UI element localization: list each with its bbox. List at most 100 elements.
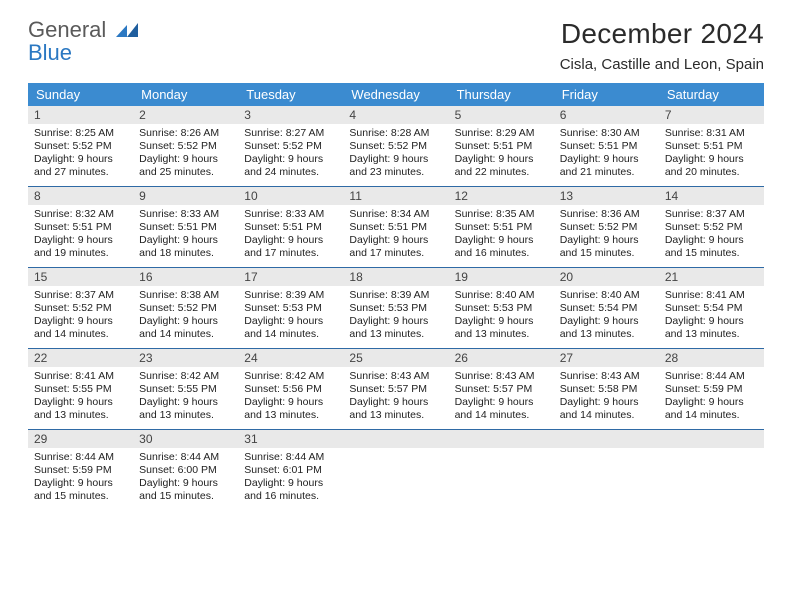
day-day1: Daylight: 9 hours	[349, 396, 442, 409]
day-sunrise: Sunrise: 8:43 AM	[455, 370, 548, 383]
day-sunrise: Sunrise: 8:42 AM	[244, 370, 337, 383]
day-sunset: Sunset: 5:55 PM	[139, 383, 232, 396]
day-number: 3	[238, 106, 343, 124]
day-number: 20	[554, 268, 659, 286]
day-day1: Daylight: 9 hours	[560, 153, 653, 166]
day-sunrise: Sunrise: 8:39 AM	[349, 289, 442, 302]
day-sunrise: Sunrise: 8:37 AM	[665, 208, 758, 221]
day-sunrise: Sunrise: 8:44 AM	[665, 370, 758, 383]
day-body: Sunrise: 8:25 AMSunset: 5:52 PMDaylight:…	[28, 124, 133, 186]
day-sunrise: Sunrise: 8:35 AM	[455, 208, 548, 221]
day-day1: Daylight: 9 hours	[665, 153, 758, 166]
day-sunrise: Sunrise: 8:44 AM	[34, 451, 127, 464]
day-body: Sunrise: 8:42 AMSunset: 5:56 PMDaylight:…	[238, 367, 343, 429]
day-number: 7	[659, 106, 764, 124]
day-day2: and 14 minutes.	[560, 409, 653, 422]
day-sunrise: Sunrise: 8:43 AM	[349, 370, 442, 383]
day-number: 4	[343, 106, 448, 124]
day-number	[343, 430, 448, 448]
day-body: Sunrise: 8:44 AMSunset: 6:00 PMDaylight:…	[133, 448, 238, 510]
day-day1: Daylight: 9 hours	[34, 315, 127, 328]
day-sunset: Sunset: 5:56 PM	[244, 383, 337, 396]
day-day2: and 13 minutes.	[665, 328, 758, 341]
day-sunset: Sunset: 5:51 PM	[455, 140, 548, 153]
day-number: 24	[238, 349, 343, 367]
dow-saturday: Saturday	[659, 83, 764, 106]
day-body: Sunrise: 8:39 AMSunset: 5:53 PMDaylight:…	[238, 286, 343, 348]
day-sunrise: Sunrise: 8:33 AM	[139, 208, 232, 221]
day-number: 15	[28, 268, 133, 286]
day-day1: Daylight: 9 hours	[349, 234, 442, 247]
day-sunrise: Sunrise: 8:29 AM	[455, 127, 548, 140]
day-day2: and 25 minutes.	[139, 166, 232, 179]
calendar-cell: 23Sunrise: 8:42 AMSunset: 5:55 PMDayligh…	[133, 349, 238, 429]
day-body: Sunrise: 8:33 AMSunset: 5:51 PMDaylight:…	[133, 205, 238, 267]
brand-logo: General Blue	[28, 18, 138, 64]
day-body: Sunrise: 8:43 AMSunset: 5:57 PMDaylight:…	[449, 367, 554, 429]
day-number: 18	[343, 268, 448, 286]
day-sunset: Sunset: 5:59 PM	[34, 464, 127, 477]
day-day1: Daylight: 9 hours	[349, 315, 442, 328]
dow-wednesday: Wednesday	[343, 83, 448, 106]
day-body: Sunrise: 8:39 AMSunset: 5:53 PMDaylight:…	[343, 286, 448, 348]
day-sunset: Sunset: 5:51 PM	[665, 140, 758, 153]
day-body: Sunrise: 8:36 AMSunset: 5:52 PMDaylight:…	[554, 205, 659, 267]
day-sunset: Sunset: 5:52 PM	[34, 140, 127, 153]
day-number: 30	[133, 430, 238, 448]
day-sunset: Sunset: 5:55 PM	[34, 383, 127, 396]
day-body: Sunrise: 8:37 AMSunset: 5:52 PMDaylight:…	[659, 205, 764, 267]
dow-thursday: Thursday	[449, 83, 554, 106]
calendar-cell: 26Sunrise: 8:43 AMSunset: 5:57 PMDayligh…	[449, 349, 554, 429]
calendar-cell: 5Sunrise: 8:29 AMSunset: 5:51 PMDaylight…	[449, 106, 554, 186]
day-sunrise: Sunrise: 8:25 AM	[34, 127, 127, 140]
day-body: Sunrise: 8:41 AMSunset: 5:55 PMDaylight:…	[28, 367, 133, 429]
brand-line1: General	[28, 17, 106, 42]
page-subtitle: Cisla, Castille and Leon, Spain	[560, 56, 764, 73]
day-sunrise: Sunrise: 8:42 AM	[139, 370, 232, 383]
day-number: 26	[449, 349, 554, 367]
day-body	[449, 448, 554, 510]
day-number: 17	[238, 268, 343, 286]
day-number: 8	[28, 187, 133, 205]
day-sunset: Sunset: 5:52 PM	[560, 221, 653, 234]
day-day1: Daylight: 9 hours	[244, 477, 337, 490]
day-body: Sunrise: 8:28 AMSunset: 5:52 PMDaylight:…	[343, 124, 448, 186]
day-sunrise: Sunrise: 8:40 AM	[455, 289, 548, 302]
dow-monday: Monday	[133, 83, 238, 106]
day-day1: Daylight: 9 hours	[560, 315, 653, 328]
calendar-cell: 18Sunrise: 8:39 AMSunset: 5:53 PMDayligh…	[343, 268, 448, 348]
day-body: Sunrise: 8:38 AMSunset: 5:52 PMDaylight:…	[133, 286, 238, 348]
day-day1: Daylight: 9 hours	[455, 234, 548, 247]
day-day2: and 23 minutes.	[349, 166, 442, 179]
calendar-cell: 16Sunrise: 8:38 AMSunset: 5:52 PMDayligh…	[133, 268, 238, 348]
day-day2: and 13 minutes.	[34, 409, 127, 422]
day-day2: and 16 minutes.	[244, 490, 337, 503]
calendar-cell: 17Sunrise: 8:39 AMSunset: 5:53 PMDayligh…	[238, 268, 343, 348]
day-day2: and 15 minutes.	[560, 247, 653, 260]
day-sunset: Sunset: 5:57 PM	[455, 383, 548, 396]
day-sunrise: Sunrise: 8:44 AM	[139, 451, 232, 464]
day-body: Sunrise: 8:43 AMSunset: 5:58 PMDaylight:…	[554, 367, 659, 429]
calendar-cell: 13Sunrise: 8:36 AMSunset: 5:52 PMDayligh…	[554, 187, 659, 267]
day-number: 25	[343, 349, 448, 367]
day-body: Sunrise: 8:40 AMSunset: 5:53 PMDaylight:…	[449, 286, 554, 348]
calendar: Sunday Monday Tuesday Wednesday Thursday…	[28, 83, 764, 510]
day-number: 6	[554, 106, 659, 124]
day-body	[554, 448, 659, 510]
calendar-cell	[659, 430, 764, 510]
day-day2: and 13 minutes.	[455, 328, 548, 341]
day-day2: and 13 minutes.	[349, 409, 442, 422]
calendar-week: 29Sunrise: 8:44 AMSunset: 5:59 PMDayligh…	[28, 430, 764, 510]
day-day1: Daylight: 9 hours	[455, 153, 548, 166]
day-day1: Daylight: 9 hours	[139, 234, 232, 247]
day-number: 12	[449, 187, 554, 205]
day-number: 19	[449, 268, 554, 286]
day-day2: and 15 minutes.	[665, 247, 758, 260]
day-sunset: Sunset: 5:51 PM	[244, 221, 337, 234]
day-day1: Daylight: 9 hours	[139, 153, 232, 166]
day-body: Sunrise: 8:27 AMSunset: 5:52 PMDaylight:…	[238, 124, 343, 186]
day-day1: Daylight: 9 hours	[244, 234, 337, 247]
day-number	[554, 430, 659, 448]
day-number	[659, 430, 764, 448]
calendar-cell: 30Sunrise: 8:44 AMSunset: 6:00 PMDayligh…	[133, 430, 238, 510]
